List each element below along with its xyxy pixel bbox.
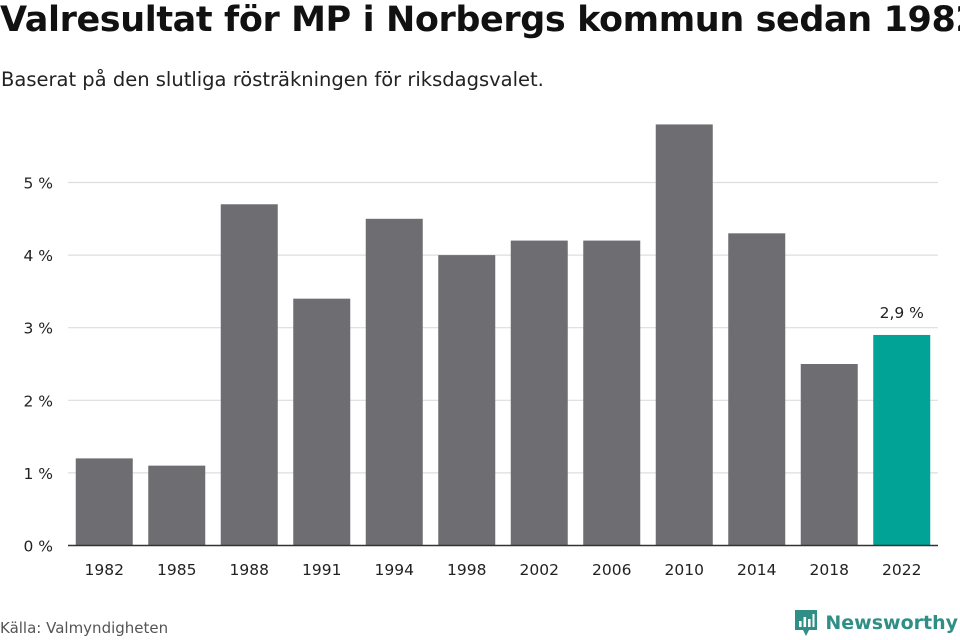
chart-title: Valresultat för MP i Norbergs kommun sed… xyxy=(0,0,960,40)
source-note: Källa: Valmyndigheten xyxy=(0,619,169,637)
bar xyxy=(728,233,786,546)
bar xyxy=(438,255,496,546)
newsworthy-logo-icon xyxy=(795,610,818,636)
bar xyxy=(583,240,641,546)
y-tick-label: 4 % xyxy=(23,247,53,265)
x-tick-label: 2006 xyxy=(592,561,631,579)
x-tick-label: 2018 xyxy=(810,561,849,579)
x-tick-label: 1988 xyxy=(230,561,269,579)
bar xyxy=(220,204,278,546)
bar xyxy=(510,240,568,546)
x-tick-label: 1985 xyxy=(157,561,196,579)
x-tick-label: 1982 xyxy=(85,561,124,579)
bar xyxy=(873,334,931,546)
y-tick-label: 0 % xyxy=(23,538,53,556)
chart-subtitle: Baserat på den slutliga rösträkningen fö… xyxy=(1,68,544,91)
x-tick-label: 1998 xyxy=(447,561,486,579)
y-tick-label: 1 % xyxy=(23,465,53,483)
data-label: 2,9 % xyxy=(880,304,924,322)
y-tick-label: 5 % xyxy=(23,175,53,193)
y-tick-label: 3 % xyxy=(23,320,53,338)
bar xyxy=(655,124,713,546)
brand[interactable]: Newsworthy xyxy=(793,608,958,638)
bar-chart: 0 % 1 % 2 % 3 % 4 % 5 % 1982 1985 1988 1991 1994 19… xyxy=(23,124,938,579)
bar xyxy=(800,364,858,546)
x-tick-label: 1994 xyxy=(375,561,414,579)
x-tick-label: 2022 xyxy=(882,561,921,579)
x-tick-label: 1991 xyxy=(302,561,341,579)
x-tick-label: 2010 xyxy=(665,561,704,579)
x-tick-label: 2014 xyxy=(737,561,776,579)
brand-name: Newsworthy xyxy=(825,612,958,634)
bar xyxy=(148,465,206,546)
bar xyxy=(365,218,423,546)
bar xyxy=(293,298,351,546)
y-tick-label: 2 % xyxy=(23,392,53,410)
bar xyxy=(75,458,133,546)
x-tick-label: 2002 xyxy=(520,561,559,579)
